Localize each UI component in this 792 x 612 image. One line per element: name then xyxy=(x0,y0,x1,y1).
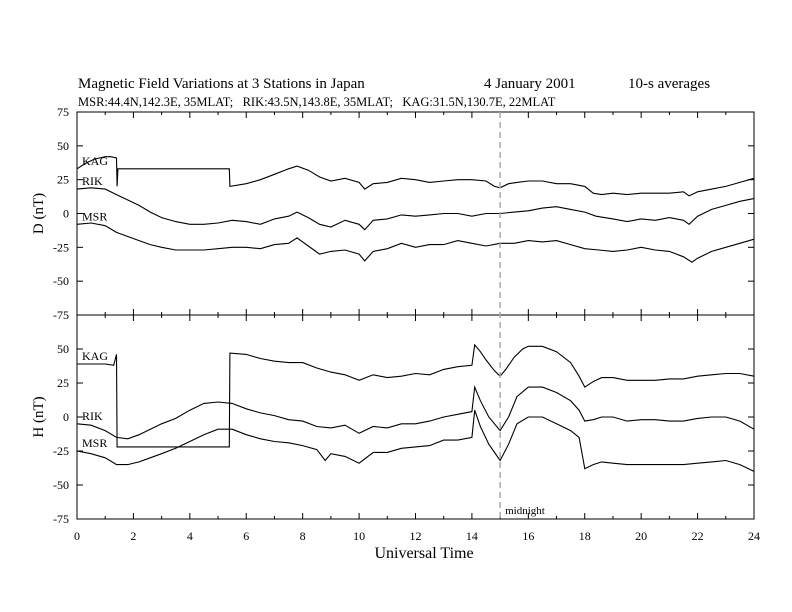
chart-title: Magnetic Field Variations at 3 Stations … xyxy=(78,76,365,92)
x-tick-label: 14 xyxy=(466,529,478,543)
x-tick-label: 18 xyxy=(579,529,591,543)
y-tick-label: -50 xyxy=(53,274,69,288)
series-label-kag: KAG xyxy=(82,154,108,168)
y-tick-label: 0 xyxy=(63,410,69,424)
panel-frame xyxy=(76,111,755,316)
series-label-kag: KAG xyxy=(82,349,108,363)
chart-averaging: 10-s averages xyxy=(628,76,710,92)
y-tick-label: 25 xyxy=(57,376,69,390)
y-tick-label: 50 xyxy=(57,342,69,356)
y-tick-label: -50 xyxy=(53,478,69,492)
y-tick-label: 75 xyxy=(57,105,69,119)
series-label-rik: RIK xyxy=(82,409,103,423)
series-label-rik: RIK xyxy=(82,174,103,188)
x-tick-label: 6 xyxy=(243,529,249,543)
y-tick-label: 0 xyxy=(63,207,69,221)
y-axis-label: D (nT) xyxy=(31,193,47,234)
x-tick-label: 8 xyxy=(300,529,306,543)
series-line-kag xyxy=(76,156,755,197)
x-tick-label: 20 xyxy=(635,529,647,543)
x-tick-label: 10 xyxy=(353,529,365,543)
y-tick-label: 50 xyxy=(57,139,69,153)
y-tick-label: 25 xyxy=(57,173,69,187)
x-tick-label: 16 xyxy=(522,529,534,543)
x-tick-label: 0 xyxy=(74,529,80,543)
series-label-msr: MSR xyxy=(82,436,107,450)
midnight-label: midnight xyxy=(505,505,545,517)
x-tick-label: 22 xyxy=(692,529,704,543)
y-tick-label: -25 xyxy=(53,240,69,254)
x-axis-label: Universal Time xyxy=(374,545,473,562)
y-tick-label: -75 xyxy=(53,308,69,322)
series-line-rik xyxy=(76,187,755,231)
x-tick-label: 4 xyxy=(187,529,193,543)
series-line-rik xyxy=(76,384,755,440)
y-tick-label: -25 xyxy=(53,444,69,458)
x-tick-label: 12 xyxy=(410,529,422,543)
stations-info: MSR:44.4N,142.3E, 35MLAT; RIK:43.5N,143.… xyxy=(78,95,556,109)
series-line-kag xyxy=(77,343,755,448)
series-label-msr: MSR xyxy=(82,209,107,223)
y-axis-label: H (nT) xyxy=(31,396,47,437)
series-line-msr xyxy=(76,410,755,472)
x-tick-label: 24 xyxy=(748,529,760,543)
x-tick-label: 2 xyxy=(130,529,136,543)
y-tick-label: -75 xyxy=(53,512,69,526)
chart-date: 4 January 2001 xyxy=(484,76,576,92)
series-line-msr xyxy=(76,222,755,263)
